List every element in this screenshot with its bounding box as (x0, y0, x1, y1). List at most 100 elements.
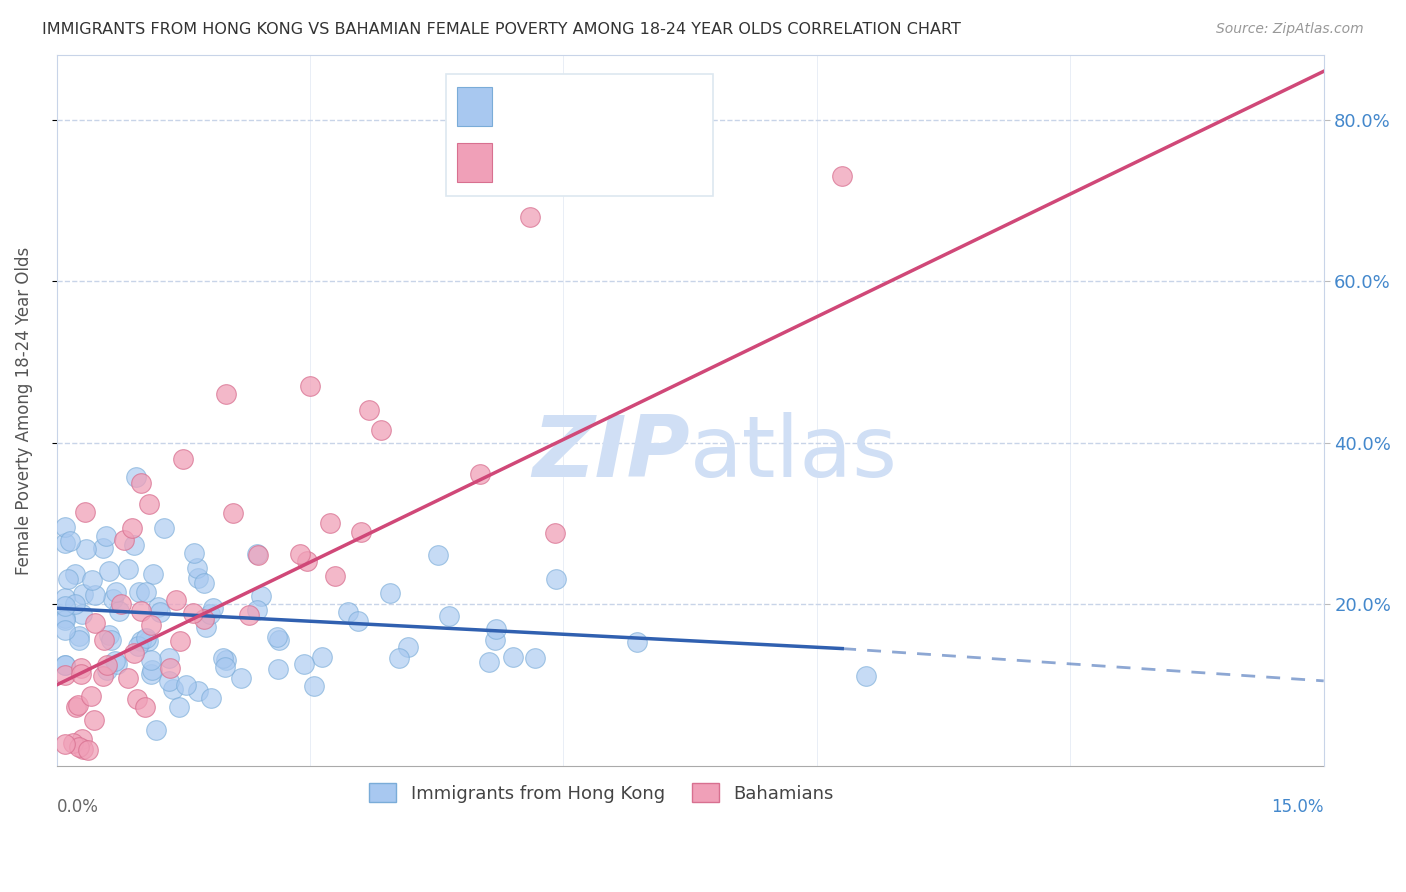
Point (299, 379, 322, 393)
Point (181, 606, 204, 620)
Point (70, 667, 93, 681)
Text: IMMIGRANTS FROM HONG KONG VS BAHAMIAN FEMALE POVERTY AMONG 18-24 YEAR OLDS CORRE: IMMIGRANTS FROM HONG KONG VS BAHAMIAN FE… (42, 22, 962, 37)
Point (544, 526, 567, 541)
Point (200, 607, 222, 622)
Point (172, 451, 194, 466)
Point (53, 599, 76, 614)
Point (117, 671, 139, 685)
Point (246, 603, 269, 617)
Point (53, 623, 76, 637)
Point (519, 210, 541, 224)
Point (100, 633, 122, 648)
Legend: Immigrants from Hong Kong, Bahamians: Immigrants from Hong Kong, Bahamians (361, 776, 841, 810)
Point (388, 651, 411, 665)
Point (246, 548, 269, 562)
Point (159, 661, 181, 675)
Point (502, 649, 524, 664)
Point (82, 574, 104, 588)
Point (267, 633, 290, 648)
Point (129, 604, 152, 618)
Point (53, 610, 76, 624)
Point (98, 565, 121, 579)
Point (437, 609, 460, 624)
Point (112, 533, 135, 547)
Point (53, 520, 76, 534)
Point (311, 649, 333, 664)
Point (67, 739, 90, 754)
Point (70, 731, 93, 746)
Point (110, 597, 132, 611)
Point (96, 658, 118, 673)
Point (117, 562, 139, 576)
Point (347, 614, 370, 628)
Point (193, 576, 215, 591)
Point (157, 674, 180, 689)
Point (104, 654, 127, 668)
Point (125, 470, 148, 484)
Point (145, 723, 167, 737)
Point (478, 655, 501, 669)
Point (153, 521, 176, 535)
Point (288, 547, 311, 561)
Point (141, 618, 163, 632)
Point (104, 585, 127, 599)
Y-axis label: Female Poverty Among 18-24 Year Olds: Female Poverty Among 18-24 Year Olds (15, 246, 32, 574)
Point (97, 628, 120, 642)
Point (67, 629, 90, 643)
Point (350, 524, 373, 539)
Point (546, 572, 568, 586)
Text: 0.0%: 0.0% (56, 797, 98, 815)
Point (135, 585, 157, 599)
Point (136, 633, 159, 648)
Point (67, 632, 90, 647)
Point (323, 569, 346, 583)
Point (141, 663, 163, 677)
Point (250, 589, 273, 603)
Point (187, 571, 209, 585)
Point (139, 653, 162, 667)
Point (53, 536, 76, 550)
Point (193, 612, 215, 626)
Point (53, 657, 76, 672)
Point (77, 742, 100, 756)
Point (134, 700, 156, 714)
Point (162, 682, 184, 697)
Point (295, 554, 318, 568)
Point (142, 567, 165, 582)
Point (53, 667, 76, 681)
Point (75, 542, 97, 557)
Point (183, 546, 205, 560)
Point (157, 651, 180, 665)
Point (165, 593, 187, 607)
Point (194, 620, 217, 634)
Point (96, 663, 118, 677)
Point (396, 640, 419, 654)
Point (53, 591, 76, 605)
Point (65, 699, 87, 714)
Point (83, 588, 105, 602)
Point (91, 541, 114, 555)
Point (319, 516, 342, 530)
Point (222, 506, 245, 520)
Point (63, 597, 86, 611)
Point (53, 613, 76, 627)
Point (146, 599, 169, 614)
Point (101, 592, 124, 607)
Point (80, 689, 103, 703)
Text: ZIP: ZIP (533, 411, 690, 494)
Point (121, 521, 143, 535)
Point (267, 662, 290, 676)
Point (72, 742, 94, 756)
Point (107, 604, 129, 618)
Text: 15.0%: 15.0% (1271, 797, 1323, 815)
Point (141, 667, 163, 681)
Point (59, 534, 82, 549)
Point (91, 669, 114, 683)
Point (127, 692, 149, 706)
Point (370, 423, 392, 437)
Point (523, 651, 546, 665)
Point (212, 651, 235, 665)
Point (105, 657, 128, 672)
Point (62, 736, 84, 750)
Point (129, 476, 152, 491)
